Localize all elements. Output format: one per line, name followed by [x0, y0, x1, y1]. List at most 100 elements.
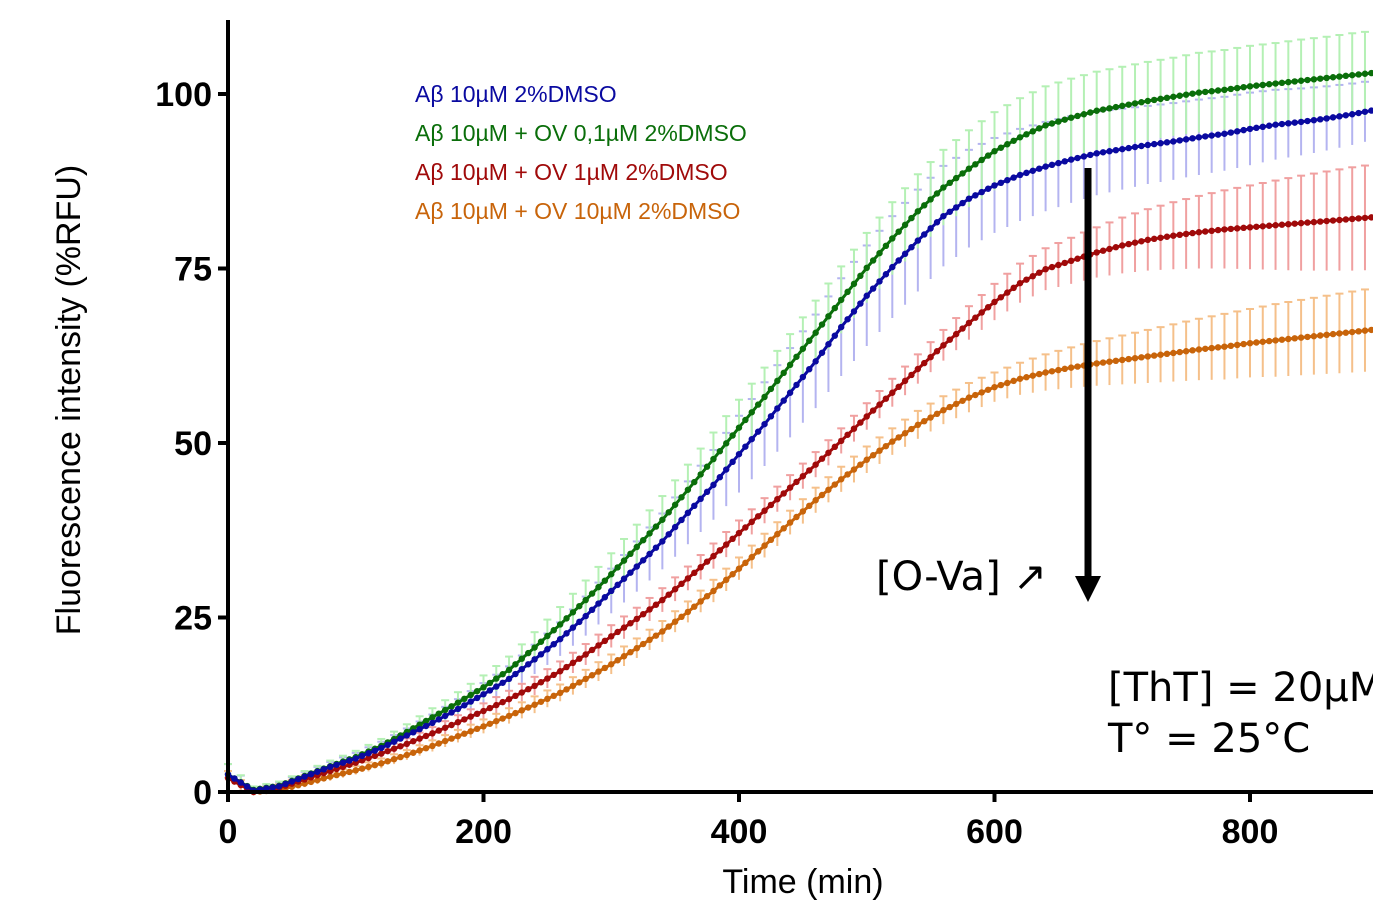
data-point — [697, 495, 704, 503]
y-ticks: 0 25 50 75 100 — [155, 76, 228, 812]
data-point — [978, 156, 985, 164]
data-point — [659, 538, 666, 545]
data-point — [1182, 91, 1190, 98]
data-point — [486, 687, 494, 694]
data-point — [825, 341, 832, 348]
data-point — [1055, 261, 1062, 269]
data-point — [1240, 83, 1247, 91]
data-point — [467, 713, 474, 720]
data-point — [799, 345, 807, 352]
data-point — [537, 679, 545, 686]
data-point — [1087, 109, 1094, 116]
data-point — [671, 586, 679, 593]
data-point — [908, 425, 915, 433]
data-point — [1112, 146, 1120, 154]
data-point — [1349, 328, 1356, 336]
data-point — [1336, 73, 1343, 80]
data-point — [1080, 111, 1088, 118]
data-point — [1099, 359, 1107, 366]
data-point — [933, 219, 941, 226]
data-point — [397, 753, 404, 761]
data-point — [735, 424, 743, 431]
data-point — [1202, 133, 1209, 140]
data-point — [901, 221, 909, 229]
data-point — [1240, 340, 1247, 348]
data-point — [959, 199, 966, 207]
data-point — [1317, 332, 1324, 339]
data-point — [1074, 112, 1081, 120]
data-point — [416, 735, 423, 742]
data-point — [531, 682, 538, 690]
data-point — [441, 724, 449, 731]
data-point — [1106, 148, 1113, 155]
data-point — [710, 587, 717, 595]
data-point — [467, 691, 474, 699]
data-point — [1099, 149, 1107, 156]
data-point — [429, 742, 436, 750]
data-point — [774, 405, 781, 412]
data-point — [1214, 226, 1222, 234]
data-point — [863, 413, 870, 420]
data-point — [940, 212, 947, 220]
data-point — [780, 490, 787, 497]
data-point — [633, 563, 640, 570]
data-point — [307, 771, 315, 778]
data-point — [1163, 233, 1171, 240]
data-point — [1240, 224, 1247, 232]
data-point — [780, 397, 787, 404]
data-point — [1125, 240, 1132, 248]
data-point — [397, 743, 404, 750]
data-point — [499, 679, 506, 686]
data-point — [537, 698, 545, 705]
data-point — [480, 684, 487, 691]
data-point — [952, 204, 960, 211]
data-point — [588, 606, 596, 614]
data-point — [563, 686, 570, 693]
data-point — [422, 722, 430, 730]
y-tick-label: 50 — [174, 425, 212, 463]
data-point — [921, 417, 928, 425]
data-point — [850, 280, 858, 288]
data-point — [793, 353, 800, 360]
data-point — [1042, 122, 1049, 129]
data-point — [1361, 70, 1369, 77]
data-point — [620, 575, 628, 582]
data-point — [1036, 269, 1043, 276]
data-point — [601, 664, 609, 672]
data-point — [595, 600, 602, 607]
data-point — [1112, 244, 1120, 251]
data-point — [1272, 222, 1279, 229]
data-point — [914, 421, 922, 429]
data-point — [550, 640, 557, 648]
data-point — [1291, 335, 1298, 342]
data-point — [1189, 90, 1196, 97]
data-point — [895, 228, 902, 235]
data-point — [365, 763, 372, 771]
data-point — [1265, 222, 1273, 229]
data-point — [384, 741, 391, 749]
data-point — [365, 750, 372, 757]
data-point — [1304, 219, 1311, 226]
data-point — [703, 593, 711, 600]
data-point — [461, 695, 468, 703]
data-point — [1061, 259, 1068, 267]
data-point — [691, 502, 698, 510]
data-point — [544, 695, 551, 703]
data-point — [1048, 263, 1056, 271]
data-point — [978, 309, 985, 316]
data-point — [952, 400, 960, 408]
data-point — [646, 606, 653, 613]
data-point — [1176, 92, 1183, 99]
data-point — [339, 759, 347, 766]
data-point — [876, 278, 883, 285]
data-point — [748, 553, 755, 561]
data-point — [793, 478, 800, 486]
data-point — [403, 740, 411, 748]
data-point — [972, 192, 979, 199]
data-point — [735, 565, 743, 572]
legend-entry-3: Aβ 10µM + OV 1µM 2%DMSO — [415, 159, 728, 185]
data-point — [1285, 335, 1292, 343]
data-point — [601, 637, 609, 645]
data-point — [537, 638, 545, 645]
data-point — [633, 615, 640, 623]
